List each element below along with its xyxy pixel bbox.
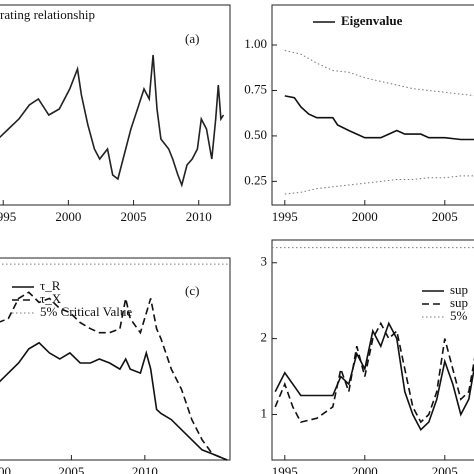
series-line [284,95,474,141]
series-line [274,321,474,424]
series-line [0,54,225,188]
x-tick-label: 1995 [0,209,16,224]
series-line [0,341,228,461]
y-tick-label: 1 [261,405,268,420]
panel: 1995 2000 2005 0.25 0.50 0.75 1.00 Eigenvalue [244,4,474,224]
x-tick-label: 2005 [432,209,458,224]
legend-label: τ_R [40,278,61,293]
legend-label: 5% Critical Value [40,304,132,319]
y-tick-label: 3 [261,254,268,269]
x-tick-label: 1995 [272,464,298,474]
x-tick-label: 2005 [432,464,458,474]
series-line [284,50,474,97]
series-line [284,175,474,195]
x-tick-label: 2000 [0,464,11,474]
plot-frame [0,257,231,461]
x-tick-label: 2000 [352,209,378,224]
panel: 1995 2000 2005 2010 rating relationship (a) [0,4,231,224]
x-tick-label: 2005 [58,464,84,474]
x-tick-label: 2010 [132,464,158,474]
y-tick-label: 0.25 [244,172,267,187]
x-tick-label: 2000 [352,464,378,474]
x-tick-label: 2005 [121,209,147,224]
y-tick-label: 1.00 [244,36,267,51]
panel: 2000 2005 2010 (c) τ_Rτ_X5% Critical Value [0,257,231,474]
panel-title: rating relationship [0,7,95,22]
plot-frame [271,239,474,461]
x-tick-label: 2000 [55,209,81,224]
y-tick-label: 0.75 [244,81,267,96]
legend-label: 5% [450,308,468,323]
x-tick-label: 1995 [272,209,298,224]
legend-label: sup [450,295,468,310]
plot-frame [271,4,474,206]
legend-label: τ_X [40,291,62,306]
series-line [0,291,228,461]
legend-label: Eigenvalue [341,13,403,28]
y-tick-label: 2 [261,330,268,345]
plot-frame [0,4,231,206]
y-tick-label: 0.50 [244,127,267,142]
legend-label: sup [450,282,468,297]
panel-label: (a) [185,31,199,46]
x-tick-label: 2010 [186,209,212,224]
series-line [274,321,474,432]
panel-label: (c) [185,283,199,298]
